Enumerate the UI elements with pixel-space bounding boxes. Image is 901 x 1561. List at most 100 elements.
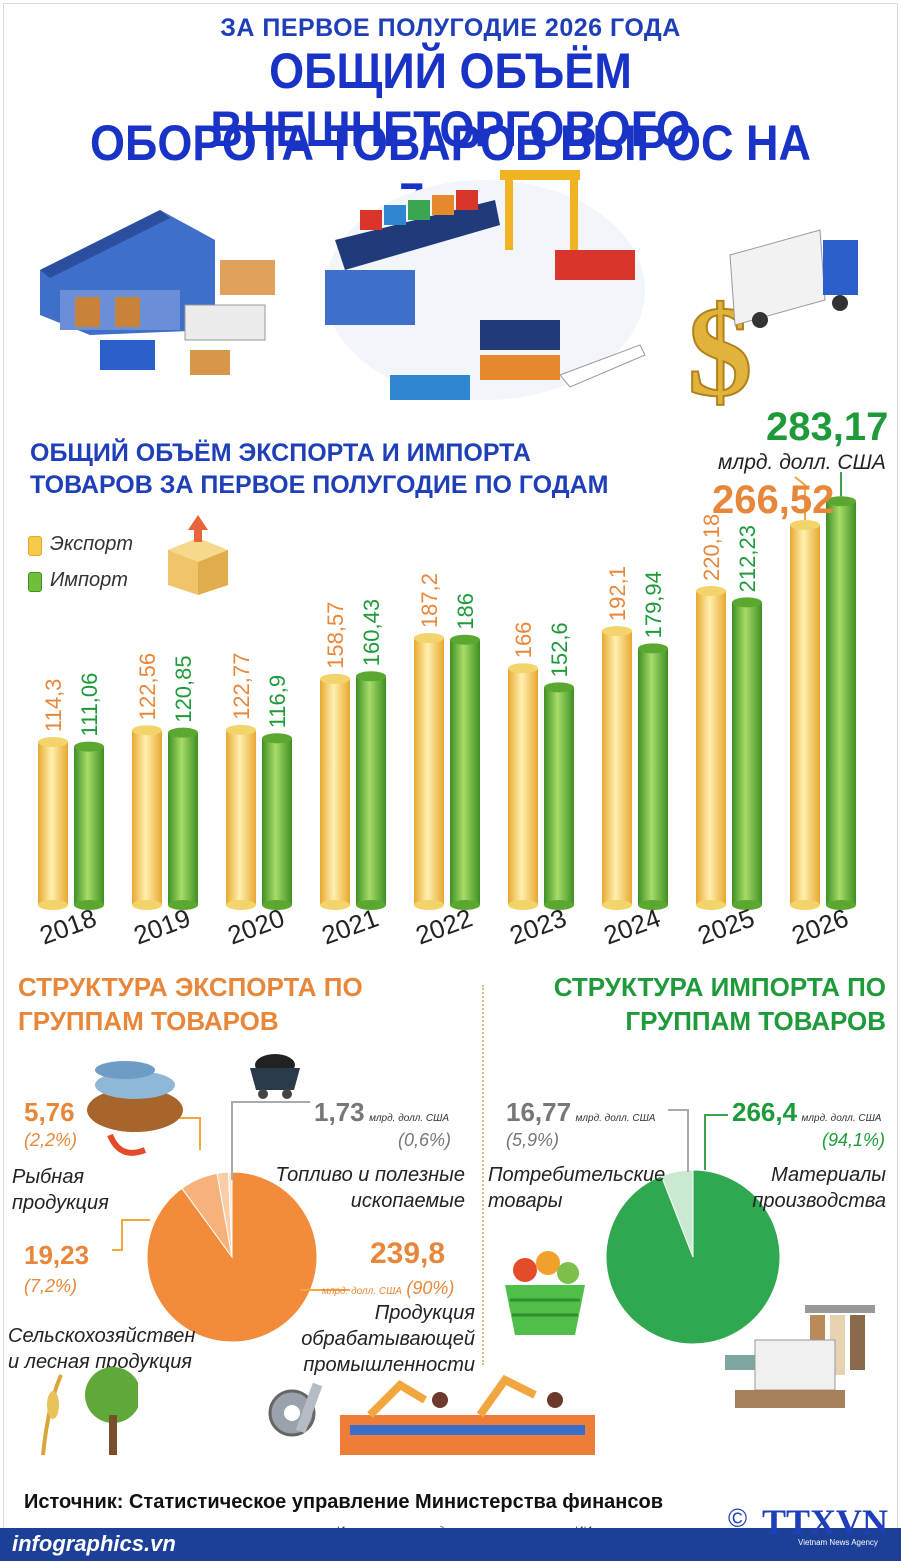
import-consumer-label-line2: товары	[488, 1190, 563, 1212]
bar-cap-import-2018	[74, 741, 104, 752]
bar-import-2021	[356, 676, 386, 905]
bar-label-export-2018: 114,3	[41, 679, 66, 732]
gear-icon	[268, 1382, 323, 1437]
export-fish-value: 5,76	[24, 1097, 75, 1127]
bar-cap-export-2023	[508, 663, 538, 674]
bar-label-export-2023: 166	[511, 622, 536, 659]
bar-cap-export-2025	[696, 586, 726, 597]
chart-title-line1: ОБЩИЙ ОБЪЁМ ЭКСПОРТА И ИМПОРТА	[30, 439, 531, 467]
bar-label-export-2021: 158,57	[323, 602, 348, 669]
bar-cap-export-2018	[38, 737, 68, 748]
sewing-icon	[725, 1305, 875, 1408]
bar-cap-import-2026	[826, 496, 856, 507]
import-structure-title-line1: СТРУКТУРА ИМПОРТА ПО	[553, 972, 886, 1002]
page-subtitle: ЗА ПЕРВОЕ ПОЛУГОДИЕ 2026 ГОДА	[220, 14, 681, 42]
source-note: Источник: Статистическое управление Мини…	[24, 1491, 663, 1513]
export-agri-label-line2: и лесная продукция	[8, 1351, 192, 1373]
legend-export-label: Экспорт	[50, 533, 134, 555]
bar-import-2023	[544, 687, 574, 905]
truck-icon	[729, 229, 858, 328]
bar-cap-import-2021	[356, 671, 386, 682]
legend-import: Импорт	[24, 569, 164, 593]
cargo-ship-icon	[325, 170, 646, 400]
site-link[interactable]: infographics.vn	[12, 1531, 176, 1556]
bar-label-export-2019: 122,56	[135, 653, 160, 720]
bar-import-2020	[262, 738, 292, 905]
export-mfg-label-line2: обрабатывающей	[301, 1328, 475, 1350]
bar-cap-import-2024	[638, 643, 668, 654]
bar-cap-export-2019	[132, 725, 162, 736]
import-consumer-label-line1: Потребительские	[488, 1164, 666, 1186]
export-fuel-label-line2: ископаемые	[350, 1190, 465, 1212]
import-2026-annotation: 283,17	[766, 405, 889, 449]
legend-export: Экспорт	[24, 533, 164, 557]
legend-import-swatch	[28, 572, 42, 592]
bar-export-2018	[38, 742, 68, 905]
bar-cap-export-2026	[790, 519, 820, 530]
export-fuel-unit: млрд. долл. США	[369, 1113, 450, 1124]
pie-charts	[112, 1101, 781, 1345]
unit-annotation: млрд. долл. США	[718, 451, 886, 474]
export-structure-title-line1: СТРУКТУРА ЭКСПОРТА ПО	[18, 972, 363, 1002]
export-mfg-pct: (90%)	[406, 1278, 455, 1298]
export-agri-pct: (7,2%)	[24, 1276, 78, 1296]
export-mfg-label: Продукция обрабатывающей промышленности	[280, 1300, 475, 1378]
export-structure-title-line2: ГРУППАМ ТОВАРОВ	[18, 1006, 279, 1036]
bar-label-export-2020: 122,77	[229, 653, 254, 720]
bar-cap-import-2025	[732, 597, 762, 608]
export-structure-title: СТРУКТУРА ЭКСПОРТА ПО ГРУППАМ ТОВАРОВ	[18, 970, 363, 1038]
bar-export-2022	[414, 638, 444, 905]
box-icon	[168, 515, 228, 595]
export-agri-value: 19,23	[24, 1240, 90, 1270]
bar-export-2025	[696, 591, 726, 905]
import-pie-slice-1	[660, 1169, 694, 1258]
import-materials-value: 266,4	[732, 1097, 798, 1127]
warehouse-icon	[40, 210, 275, 375]
export-fish-pct: (2,2%)	[24, 1130, 78, 1150]
export-mfg-unit: млрд. долл. США	[322, 1286, 402, 1297]
bar-cap-export-2020	[226, 724, 256, 735]
bar-label-import-2022: 186	[453, 593, 478, 630]
export-agri-label: Сельскохозяйствен и лесная продукция	[8, 1323, 208, 1375]
section-divider	[482, 985, 484, 1365]
import-materials-pct: (94,1%)	[822, 1130, 886, 1150]
import-consumer-value: 16,77	[506, 1097, 572, 1127]
export-fuel-label: Топливо и полезные ископаемые	[250, 1162, 465, 1214]
bar-label-export-2022: 187,2	[417, 573, 442, 628]
bar-export-2026	[790, 524, 820, 905]
export-fuel-leader	[231, 1101, 310, 1180]
export-fish-label-line2: продукция	[12, 1192, 109, 1214]
export-agri-leader	[112, 1219, 150, 1251]
bar-export-2020	[226, 729, 256, 905]
bar-label-import-2019: 120,85	[171, 655, 196, 722]
bar-import-2018	[74, 746, 104, 905]
export-fish-label-line1: Рыбная	[12, 1166, 85, 1188]
bar-label-import-2021: 160,43	[359, 599, 384, 666]
tree-icon	[41, 1367, 138, 1456]
bar-import-2019	[168, 732, 198, 905]
export-mfg-value: 239,8	[370, 1237, 446, 1270]
import-consumer-pct: (5,9%)	[506, 1130, 560, 1150]
import-materials-label-line2: производства	[752, 1190, 886, 1212]
bar-cap-import-2019	[168, 727, 198, 738]
bar-cap-export-2024	[602, 626, 632, 637]
export-mfg-label-line3: промышленности	[303, 1354, 475, 1376]
export-fuel-pct: (0,6%)	[398, 1130, 452, 1150]
year-label-2021: 2021	[318, 903, 383, 951]
year-label-2025: 2025	[694, 903, 759, 951]
export-fuel-label-line1: Топливо и полезные	[275, 1164, 465, 1186]
export-mfg-unit-group: млрд. долл. США (90%)	[322, 1278, 454, 1299]
import-consumer-value-group: 16,77 млрд. долл. США	[506, 1097, 655, 1128]
bar-cap-export-2021	[320, 673, 350, 684]
factory-icon	[340, 1374, 595, 1455]
bar-export-2023	[508, 668, 538, 905]
import-materials-label: Материалы производства	[700, 1162, 886, 1214]
bar-label-export-2024: 192,1	[605, 566, 630, 621]
year-label-2018: 2018	[36, 903, 101, 951]
bar-label-import-2023: 152,6	[547, 622, 572, 677]
bar-cap-export-2022	[414, 633, 444, 644]
import-consumer-leader	[668, 1109, 689, 1172]
import-consumer-unit: млрд. долл. США	[575, 1113, 656, 1124]
bar-label-import-2018: 111,06	[77, 673, 102, 737]
import-consumer-label: Потребительские товары	[488, 1162, 665, 1214]
